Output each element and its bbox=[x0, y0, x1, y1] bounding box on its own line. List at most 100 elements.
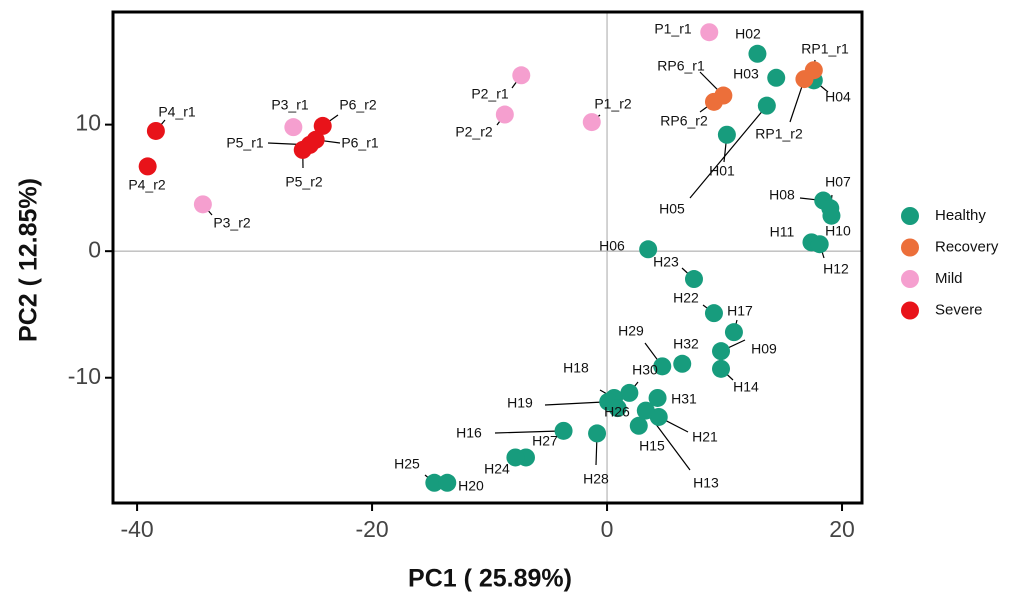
point bbox=[684, 270, 703, 289]
legend-label: Healthy bbox=[935, 207, 986, 224]
legend-label: Severe bbox=[935, 301, 983, 318]
point-label: P3_r2 bbox=[213, 215, 251, 231]
point-label: H05 bbox=[659, 201, 685, 217]
x-tick-label: -40 bbox=[120, 516, 153, 542]
point bbox=[810, 235, 829, 254]
point-label: H01 bbox=[709, 163, 735, 179]
point-label: H04 bbox=[825, 89, 851, 105]
point bbox=[620, 383, 639, 402]
legend-marker bbox=[901, 270, 919, 288]
point-label: H15 bbox=[639, 438, 665, 454]
point-label: RP1_r2 bbox=[755, 126, 803, 142]
point-label: H21 bbox=[692, 429, 718, 445]
point bbox=[712, 359, 731, 378]
point bbox=[795, 70, 814, 89]
point bbox=[653, 357, 672, 376]
point-label: P6_r1 bbox=[341, 135, 379, 151]
point bbox=[608, 399, 627, 418]
point-label: H07 bbox=[825, 174, 851, 190]
point-label: H14 bbox=[733, 379, 759, 395]
point-label: P5_r2 bbox=[285, 174, 323, 190]
point-label: H02 bbox=[735, 26, 761, 42]
point-label: H09 bbox=[751, 341, 777, 357]
point bbox=[284, 118, 303, 137]
point-label: P6_r2 bbox=[339, 97, 377, 113]
x-tick-label: 0 bbox=[601, 516, 614, 542]
point-label: H03 bbox=[733, 66, 759, 82]
point bbox=[704, 304, 723, 323]
point bbox=[425, 473, 444, 492]
point-label: H06 bbox=[599, 238, 625, 254]
point bbox=[636, 401, 655, 420]
point bbox=[639, 240, 658, 259]
leader-line bbox=[689, 105, 768, 199]
leader-line bbox=[544, 401, 609, 406]
point-label: H19 bbox=[507, 395, 533, 411]
point-label: H20 bbox=[458, 478, 484, 494]
point-label: H17 bbox=[727, 303, 753, 319]
point-label: H18 bbox=[563, 360, 589, 376]
y-tick-label: 0 bbox=[88, 236, 101, 262]
point-label: H11 bbox=[770, 224, 795, 240]
point-label: H28 bbox=[583, 471, 609, 487]
point bbox=[146, 121, 165, 140]
x-tick-label: 20 bbox=[829, 516, 855, 542]
legend-label: Recovery bbox=[935, 238, 999, 255]
point-label: H27 bbox=[532, 433, 558, 449]
point bbox=[506, 448, 525, 467]
point bbox=[767, 68, 786, 87]
point-label: RP6_r2 bbox=[660, 113, 708, 129]
point bbox=[438, 473, 457, 492]
point-label: H22 bbox=[673, 290, 699, 306]
y-tick-label: 10 bbox=[75, 110, 101, 136]
legend-label: Mild bbox=[935, 270, 963, 287]
point bbox=[724, 323, 743, 342]
point bbox=[822, 206, 841, 225]
x-axis-label: PC1 ( 25.89%) bbox=[408, 565, 572, 593]
point bbox=[717, 125, 736, 144]
y-axis-label: PC2 ( 12.85%) bbox=[15, 178, 43, 342]
point bbox=[673, 354, 692, 373]
point-label: P4_r2 bbox=[128, 177, 166, 193]
point-label: P1_r1 bbox=[654, 21, 692, 37]
point-label: H25 bbox=[394, 456, 420, 472]
point-label: H08 bbox=[769, 187, 795, 203]
leader-line bbox=[494, 430, 564, 434]
point-label: H32 bbox=[673, 336, 699, 352]
point-label: P3_r1 bbox=[271, 97, 309, 113]
point-label: P2_r1 bbox=[471, 86, 509, 102]
point bbox=[582, 113, 601, 132]
point-label: H13 bbox=[693, 475, 719, 491]
point-label: P2_r2 bbox=[455, 124, 493, 140]
point-label: H31 bbox=[671, 391, 697, 407]
point-label: RP6_r1 bbox=[657, 58, 705, 74]
point bbox=[648, 388, 667, 407]
legend-marker bbox=[901, 301, 919, 320]
point bbox=[554, 421, 573, 440]
point bbox=[757, 96, 776, 115]
point bbox=[313, 116, 332, 135]
point bbox=[138, 157, 157, 176]
point-label: H30 bbox=[632, 362, 658, 378]
point-label: P5_r1 bbox=[226, 135, 264, 151]
point bbox=[193, 195, 212, 214]
point-label: H24 bbox=[484, 461, 510, 477]
plot-frame bbox=[111, 10, 864, 505]
y-tick-label: -10 bbox=[68, 363, 101, 389]
point bbox=[588, 424, 607, 443]
point-label: H10 bbox=[825, 223, 851, 239]
point bbox=[512, 66, 531, 85]
point-label: H12 bbox=[823, 261, 849, 277]
point-label: P4_r1 bbox=[158, 104, 196, 120]
point bbox=[712, 342, 731, 361]
point bbox=[495, 105, 514, 124]
legend-marker bbox=[901, 207, 919, 225]
x-tick-label: -20 bbox=[355, 516, 388, 542]
point bbox=[748, 44, 767, 63]
point bbox=[704, 92, 723, 111]
legend-marker bbox=[901, 238, 919, 257]
point-label: P1_r2 bbox=[594, 96, 632, 112]
point bbox=[700, 23, 719, 42]
point-label: H29 bbox=[618, 323, 644, 339]
